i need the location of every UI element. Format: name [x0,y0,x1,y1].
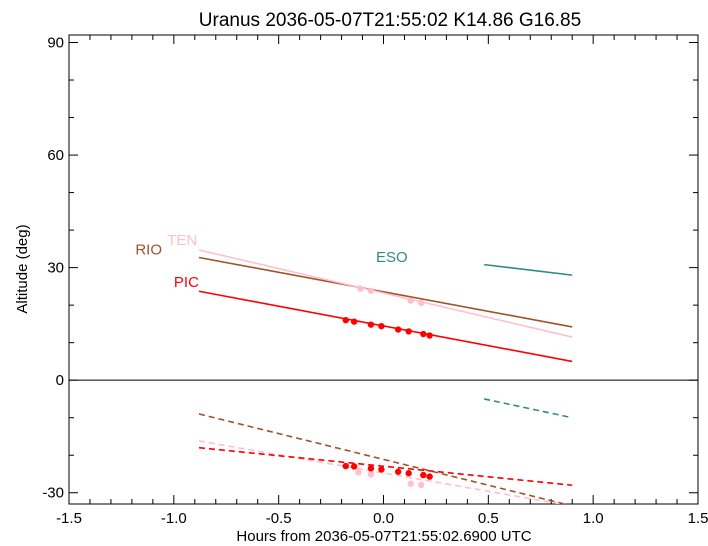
y-tick-label: 0 [56,372,64,389]
pic-observation-point [420,330,427,338]
pic-observation-point [405,470,412,477]
y-axis-label: Altitude (deg) [14,224,31,313]
ten-observation-point [355,469,362,476]
y-tick-label: 60 [47,147,64,164]
eso-site-label: ESO [376,249,408,266]
eso-dashed-track [483,398,573,419]
pic-observation-point [420,471,427,479]
ten-observation-point [418,299,425,307]
pic-observation-point [367,321,375,328]
chart-title: Uranus 2036-05-07T21:55:02 K14.86 G16.85 [199,10,581,31]
x-tick-label: -1.5 [56,510,82,527]
pic-altitude-track [198,290,573,363]
plot-frame [68,34,699,505]
ten-observation-point [418,481,425,489]
ten-observation-point [367,471,375,478]
site-labels: RIO TEN PIC ESO [135,232,407,291]
rio-site-label: RIO [135,241,162,258]
x-tick-label: 1.0 [583,510,604,527]
pic-observation-point [405,328,412,335]
y-tick-label: -30 [42,485,64,502]
x-tick-label: -0.5 [266,510,292,527]
pic-observation-point [394,326,402,333]
dashed-tracks [198,398,573,504]
tick-labels: -1.5 -1.0 -0.5 0.0 0.5 1.0 1.5 -30 0 30 60 90 [42,35,708,527]
pic-observation-point [426,473,433,480]
rio-altitude-track [198,256,573,328]
pic-observation-point [378,466,385,473]
altitude-tracks [198,249,573,363]
ten-altitude-track [198,249,573,338]
pic-observation-point [394,468,402,475]
y-tick-label: 90 [47,35,64,52]
pic-site-label: PIC [174,274,199,291]
pic-observation-point [342,316,349,324]
ten-observation-point [367,287,375,295]
plot-axes [68,34,699,505]
ten-site-label: TEN [167,232,197,249]
pic-observation-point [350,318,358,325]
x-axis-label: Hours from 2036-05-07T21:55:02.6900 UTC [236,528,531,545]
rio-dashed-track [198,413,568,504]
y-tick-label: 30 [47,260,64,277]
x-tick-label: -1.0 [161,510,187,527]
x-tick-label: 0.0 [373,510,394,527]
ten-observation-point [407,297,414,304]
pic-observation-point [426,332,433,339]
observation-points [342,285,433,489]
eso-altitude-track [484,263,573,276]
pic-observation-point [378,322,385,330]
x-tick-label: 1.5 [688,510,708,527]
pic-observation-point [342,462,349,470]
ten-observation-point [357,285,364,292]
ten-dashed-track [198,440,567,504]
ten-observation-point [407,480,414,487]
pic-dashed-track [198,446,573,487]
pic-observation-point [367,465,375,472]
pic-observation-point [350,463,358,470]
x-tick-label: 0.5 [478,510,499,527]
